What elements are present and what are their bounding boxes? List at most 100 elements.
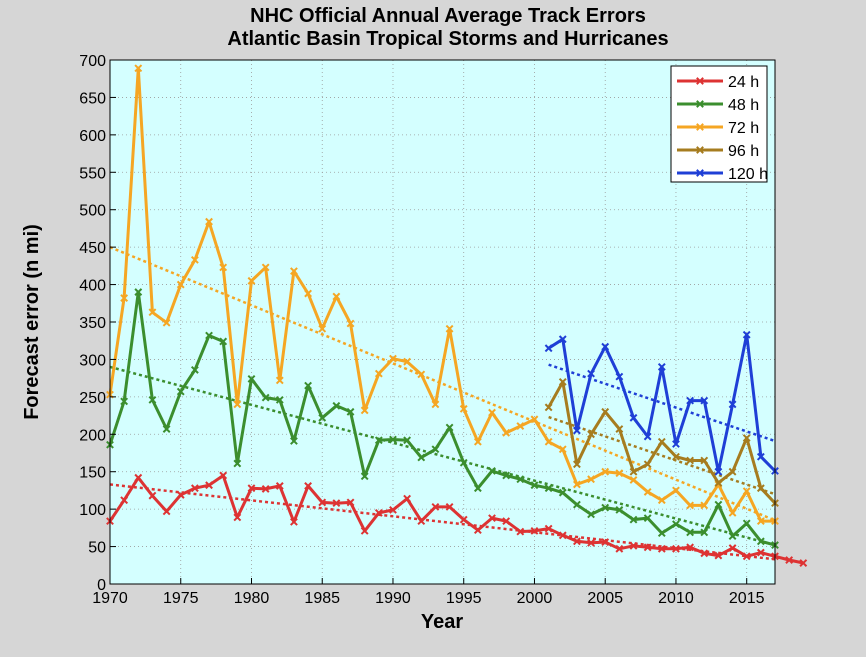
data-point-72h (544, 437, 553, 446)
data-point-72h (389, 354, 397, 363)
legend-marker-96h (696, 146, 704, 154)
data-point-24h (785, 556, 794, 564)
x-tick-label: 1970 (92, 590, 128, 607)
data-point-24h (728, 544, 737, 552)
data-point-48h (162, 425, 171, 433)
legend-label-72h: 72 h (728, 120, 759, 137)
data-point-48h (643, 514, 652, 523)
data-point-72h (756, 517, 765, 526)
grid (110, 60, 775, 584)
data-point-24h (742, 552, 751, 561)
legend-box (670, 65, 768, 183)
data-point-72h (488, 408, 496, 417)
data-point-48h (530, 481, 539, 490)
data-point-96h (573, 460, 581, 469)
data-point-120h (643, 432, 652, 441)
data-point-48h (374, 436, 383, 445)
data-point-48h (700, 528, 709, 537)
y-tick-label: 300 (79, 352, 106, 369)
x-tick-label: 1980 (234, 590, 270, 607)
chart-subtitle: Atlantic Basin Tropical Storms and Hurri… (227, 28, 668, 50)
legend-label-48h: 48 h (728, 97, 759, 114)
data-point-24h (233, 513, 242, 522)
data-point-24h (587, 538, 595, 547)
data-point-48h (261, 393, 270, 402)
data-point-72h (374, 369, 383, 378)
data-point-24h (700, 549, 709, 558)
data-point-24h (389, 505, 397, 514)
data-point-72h (275, 376, 284, 385)
trend-line-96h (548, 415, 776, 496)
data-point-24h (148, 491, 157, 500)
y-tick-label: 200 (79, 427, 106, 444)
legend-marker-48h (696, 100, 704, 108)
trend-line-48h (109, 365, 776, 547)
data-point-72h (601, 467, 610, 476)
data-point-72h (558, 445, 567, 454)
data-point-48h (389, 435, 397, 444)
data-point-96h (601, 407, 610, 416)
data-point-96h (700, 456, 709, 465)
data-point-24h (473, 526, 482, 535)
data-point-72h (502, 428, 511, 437)
data-point-72h (643, 488, 652, 496)
data-point-24h (219, 471, 228, 480)
data-point-48h (601, 503, 610, 512)
data-point-72h (516, 422, 525, 430)
x-axis-title: Year (421, 611, 463, 633)
data-point-48h (587, 510, 595, 519)
data-point-48h (304, 381, 312, 390)
data-point-72h (205, 217, 213, 226)
data-point-48h (573, 500, 581, 509)
data-point-96h (756, 484, 765, 493)
y-tick-label: 50 (88, 540, 106, 557)
data-point-96h (742, 434, 751, 442)
trend-lines (109, 245, 776, 561)
data-point-120h (573, 426, 581, 435)
data-point-24h (615, 544, 624, 553)
data-point-24h (714, 551, 723, 560)
data-point-24h (459, 515, 468, 524)
data-point-24h (686, 543, 695, 552)
data-point-72h (445, 324, 454, 333)
data-point-24h (332, 499, 341, 508)
data-point-48h (714, 500, 723, 509)
data-point-24h (304, 482, 312, 490)
data-point-48h (502, 471, 511, 480)
data-point-96h (643, 460, 652, 469)
y-tick-label: 0 (97, 577, 106, 594)
data-point-48h (318, 413, 327, 422)
data-point-24h (516, 527, 525, 536)
data-point-72h (219, 263, 228, 272)
data-point-48h (544, 484, 553, 493)
data-point-96h (728, 467, 737, 476)
data-point-72h (742, 487, 751, 496)
data-point-24h (374, 508, 383, 517)
data-point-72h (233, 400, 242, 409)
data-point-120h (601, 342, 610, 351)
data-point-120h (615, 372, 624, 381)
data-point-48h (686, 528, 695, 537)
data-point-120h (544, 344, 553, 353)
data-point-96h (714, 479, 723, 487)
data-point-24h (502, 517, 511, 526)
data-point-24h (120, 496, 129, 505)
x-tick-label: 1990 (375, 590, 411, 607)
data-point-24h (247, 484, 256, 493)
data-point-120h (587, 369, 595, 378)
data-point-72h (700, 501, 709, 510)
y-tick-label: 250 (79, 390, 106, 407)
data-point-48h (360, 472, 369, 481)
data-point-24h (558, 531, 567, 540)
data-point-24h (205, 481, 213, 490)
x-tick-label: 1985 (304, 590, 340, 607)
data-point-48h (219, 337, 228, 346)
x-tick-label: 2005 (587, 590, 623, 607)
data-point-24h (431, 502, 440, 511)
data-point-72h (615, 469, 624, 478)
data-point-72h (247, 276, 256, 285)
data-point-72h (459, 404, 468, 413)
data-point-48h (431, 445, 440, 454)
data-point-48h (756, 537, 765, 546)
data-point-48h (332, 401, 341, 410)
